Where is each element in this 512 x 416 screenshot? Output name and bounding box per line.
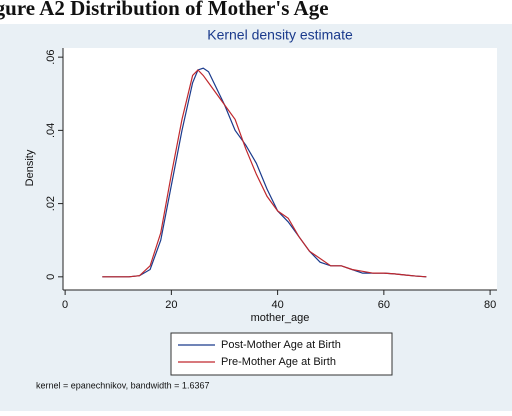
y-tick-label: .06 [45,50,57,65]
plot-area [63,48,497,290]
legend-box [170,332,393,376]
note: kernel = epanechnikov, bandwidth = 1.636… [36,380,209,390]
x-tick-label: 20 [165,299,177,311]
y-tick-label: .02 [45,196,57,211]
figure-title: Figure A2 Distribution of Mother's Age [0,0,329,20]
y-axis-title: Density [24,149,36,186]
x-tick-label: 60 [378,299,390,311]
y-tick-label: 0 [45,274,57,280]
x-tick-label: 0 [62,299,68,311]
legend-label: Pre-Mother Age at Birth [221,356,336,368]
x-axis-title: mother_age [251,312,310,324]
y-tick-label: .04 [45,123,57,138]
legend-label: Post-Mother Age at Birth [221,339,341,351]
density-line [102,69,427,278]
x-tick-label: 40 [271,299,283,311]
x-tick-label: 80 [484,299,496,311]
chart-title: Kernel density estimate [207,27,353,43]
